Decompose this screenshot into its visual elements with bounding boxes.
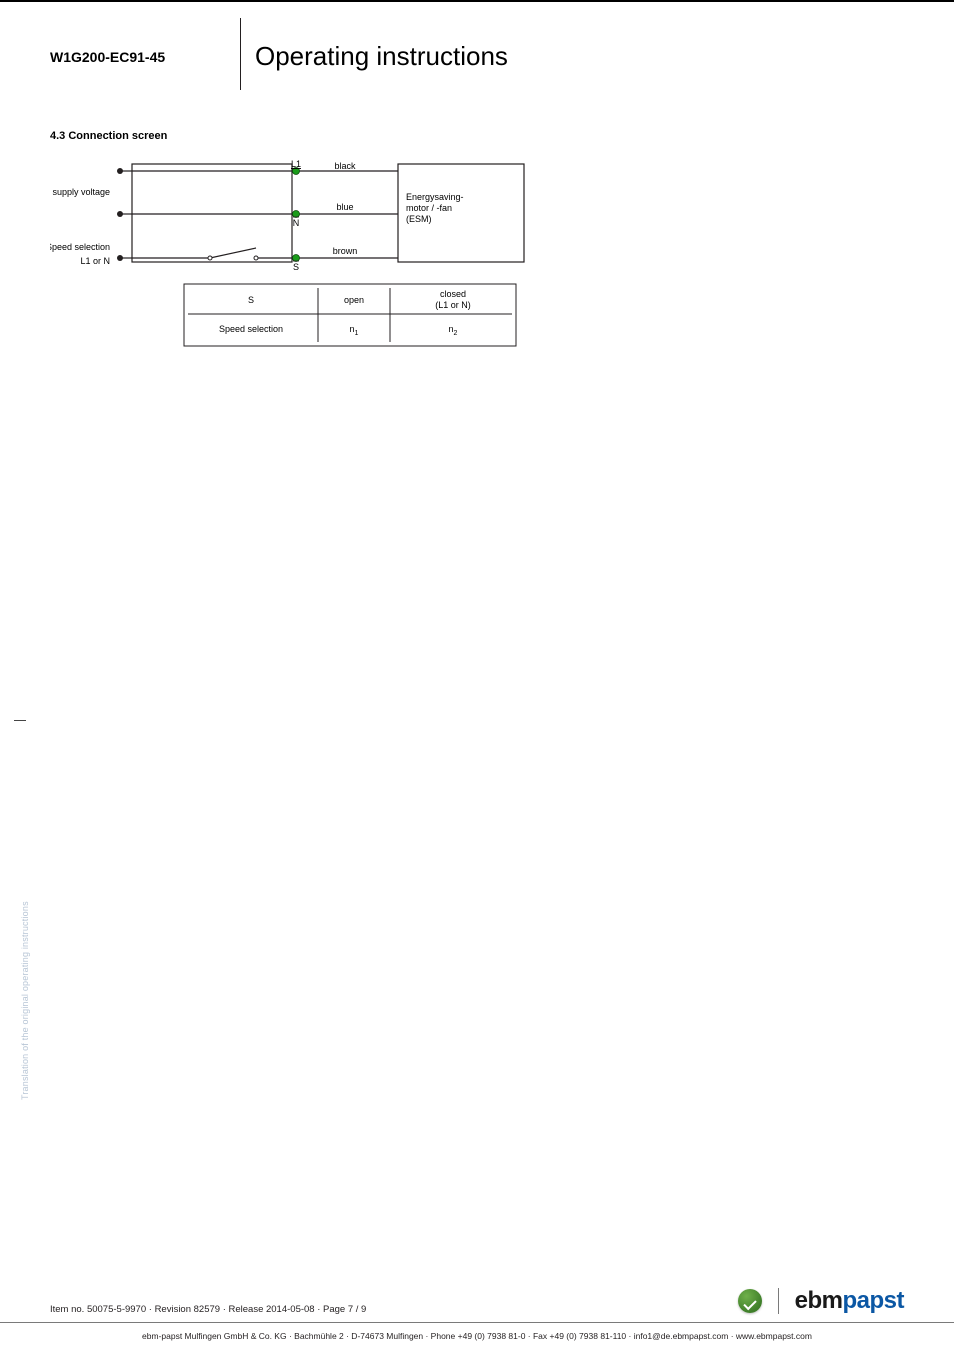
footer-logo-divider <box>778 1288 779 1314</box>
table-cell-n1: n1 <box>350 324 359 337</box>
table-header-open: open <box>344 295 364 305</box>
label-n-letter: N <box>293 218 300 228</box>
side-tick-mark <box>14 720 26 721</box>
section-heading: 4.3 Connection screen <box>50 130 167 142</box>
footer-rule <box>0 1322 954 1323</box>
brand-papst: papst <box>842 1287 904 1314</box>
esm-label-3: (ESM) <box>406 214 432 224</box>
esm-label-2: motor / -fan <box>406 203 452 213</box>
label-brown: brown <box>333 246 358 256</box>
esm-box <box>398 164 524 262</box>
esm-label-1: Energysaving- <box>406 192 464 202</box>
page-footer: Item no. 50075-5-9970 · Revision 82579 ·… <box>0 1281 954 1351</box>
product-code: W1G200-EC91-45 <box>50 43 230 65</box>
table-row-label: Speed selection <box>219 324 283 334</box>
label-mains: Mains supply voltage <box>50 187 110 197</box>
terminal-s <box>293 255 300 262</box>
page-header: W1G200-EC91-45 Operating instructions <box>50 18 610 90</box>
side-rotated-text: Translation of the original operating in… <box>20 901 30 1100</box>
footer-logo-block: ebmpapst <box>738 1287 904 1315</box>
brand-logo: ebmpapst <box>795 1287 904 1315</box>
terminal-n <box>293 211 300 218</box>
input-box <box>132 164 292 262</box>
table-header-closed-1: closed <box>440 289 466 299</box>
dot-l1 <box>117 168 123 174</box>
label-black: black <box>334 161 356 171</box>
table-header-s: S <box>248 295 254 305</box>
label-l1-or-n: L1 or N <box>80 256 110 266</box>
dot-n <box>117 211 123 217</box>
header-divider <box>240 18 241 90</box>
footer-company-line: ebm-papst Mulfingen GmbH & Co. KG · Bach… <box>10 1331 944 1341</box>
dot-s <box>117 255 123 261</box>
footer-item-line: Item no. 50075-5-9970 · Revision 82579 ·… <box>50 1304 366 1315</box>
table-header-closed-2: (L1 or N) <box>435 300 471 310</box>
label-speed-sel: Speed selection <box>50 242 110 252</box>
switch-arm <box>210 248 256 258</box>
page-title: Operating instructions <box>255 37 508 72</box>
label-s-letter: S <box>293 262 299 272</box>
brand-ebm: ebm <box>795 1287 843 1314</box>
connection-diagram: Mains supply voltage Speed selection L1 … <box>50 158 550 388</box>
label-blue: blue <box>336 202 353 212</box>
diagram-table <box>184 284 516 346</box>
label-l1: L1 <box>291 159 301 169</box>
table-cell-n2: n2 <box>449 324 458 337</box>
page-top-border <box>0 0 954 2</box>
greentech-badge-icon <box>738 1289 762 1313</box>
